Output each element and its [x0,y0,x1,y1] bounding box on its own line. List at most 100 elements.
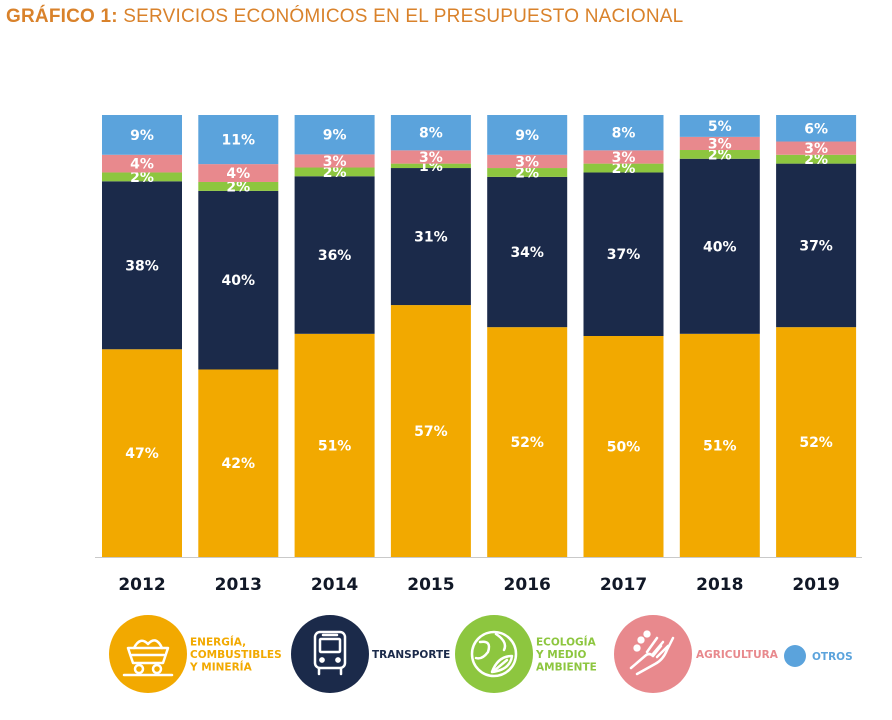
data-label-transporte-2013: 40% [222,273,256,289]
data-label-otros-2019: 6% [804,121,828,137]
bar-segment-ecologia-2015 [390,163,471,169]
data-label-transporte-2019: 37% [799,238,833,254]
bar-group-2018: 51% 40% 2%3%5% [679,115,760,557]
data-label-otros-2018: 5% [708,119,732,135]
bar-segment-agricultura-2015 [390,150,471,164]
data-label-transporte-2018: 40% [703,239,737,255]
bar-segment-transporte-2018 [679,158,760,334]
bar-segment-otros-2016 [487,115,568,155]
legend-swatch-otros [784,645,806,667]
mining-cart-icon [122,639,174,677]
bar-segment-transporte-2012 [102,181,182,350]
data-label-ecologia-2012: 2% [130,170,154,186]
x-tick-label-2012: 2012 [118,575,165,595]
data-label-otros-2015: 8% [419,126,443,142]
bar-segment-ecologia-2019 [776,154,857,164]
bar-segment-energia-2013 [198,369,279,557]
bar-group-2012: 47% 38% 2%4% 9% [102,115,182,557]
data-label-energia-2016: 52% [510,435,544,451]
x-tick-label-2015: 2015 [407,575,454,595]
bar-segment-agricultura-2013 [198,164,279,182]
legend-item-otros: OTROS [784,645,853,667]
bar-segment-otros-2019 [776,115,857,142]
x-tick-label-2017: 2017 [600,575,647,595]
bar-group-2019: 52% 37% 2%3% 6% [776,115,857,557]
data-label-ecologia-2014: 2% [323,165,347,181]
legend-label-energia-line-2: COMBUSTIBLES [190,649,282,661]
data-label-transporte-2014: 36% [318,248,352,264]
bar-segment-transporte-2014 [294,176,375,334]
bar-segment-energia-2019 [776,327,857,557]
bus-icon [313,630,347,676]
data-label-agricultura-2017: 3% [612,150,636,166]
legend-label-ecologia-line-1: ECOLOGÍA [536,636,597,649]
data-label-ecologia-2017: 2% [612,161,636,177]
chart-title-text: SERVICIOS ECONÓMICOS EN EL PRESUPUESTO N… [123,6,684,27]
bar-group-2015: 57%31%1%3%8% [390,115,471,557]
bar-segment-otros-2017 [583,115,664,151]
bar-segment-agricultura-2016 [487,154,568,169]
data-label-otros-2017: 8% [612,126,636,142]
bar-group-2016: 52% 34% 2%3% 9% [487,115,568,557]
data-label-agricultura-2018: 3% [708,136,732,152]
data-label-transporte-2017: 37% [607,247,641,263]
bar-segment-transporte-2019 [776,163,857,328]
bar-segment-transporte-2015 [390,168,471,306]
bar-segment-otros-2013 [198,115,279,165]
bar-segment-energia-2016 [487,327,568,557]
bar-segment-ecologia-2018 [679,150,760,159]
bar-segment-energia-2012 [102,349,182,557]
bar-segment-transporte-2017 [583,172,664,336]
globe-leaf-icon [470,630,518,678]
data-label-transporte-2015: 31% [414,230,448,246]
data-label-energia-2014: 51% [318,438,352,454]
bar-group-2017: 50% 37% 2%3% 8% [583,115,664,557]
data-label-energia-2015: 57% [414,424,448,440]
legend-label-ecologia-line-3: AMBIENTE [536,662,597,674]
data-label-agricultura-2016: 3% [515,154,539,170]
data-label-ecologia-2016: 2% [515,165,539,181]
data-label-ecologia-2018: 2% [708,147,732,163]
legend-label-energia-line-1: ENERGÍA, [190,636,246,649]
legend-label-transporte-line-1: TRANSPORTE [372,649,450,661]
legend-item-transporte: TRANSPORTE [291,615,450,693]
bar-group-2013: 42% 40% 2%4% 11% [198,115,279,557]
data-label-otros-2014: 9% [323,128,347,144]
bar-segment-agricultura-2018 [679,136,760,151]
legend-label-agricultura-line-1: AGRICULTURA [696,649,779,661]
data-label-agricultura-2012: 4% [130,157,154,173]
data-label-ecologia-2019: 2% [804,152,828,168]
legend-swatch-transporte [291,615,369,693]
data-label-otros-2012: 9% [130,128,154,144]
bar-segment-agricultura-2019 [776,141,857,155]
bar-segment-transporte-2013 [198,190,279,370]
legend-swatch-ecologia [455,615,533,693]
bar-segment-otros-2014 [294,115,375,155]
bar-segment-ecologia-2016 [487,168,568,177]
bar-segment-ecologia-2014 [294,167,375,177]
data-label-energia-2012: 47% [125,446,159,462]
data-label-ecologia-2013: 2% [226,179,250,195]
data-label-energia-2017: 50% [607,440,641,456]
bar-segment-ecologia-2017 [583,163,664,173]
bar-segment-energia-2018 [679,333,760,557]
data-label-agricultura-2019: 3% [804,141,828,157]
data-label-otros-2016: 9% [515,128,539,144]
x-tick-label-2014: 2014 [311,575,358,595]
bar-segment-energia-2014 [294,333,375,557]
bar-segment-otros-2015 [390,115,471,151]
bar-segment-ecologia-2013 [198,181,279,191]
bar-segment-transporte-2016 [487,176,568,328]
x-tick-label-2019: 2019 [792,575,839,595]
chart-title: GRÁFICO 1: SERVICIOS ECONÓMICOS EN EL PR… [6,6,683,28]
data-label-agricultura-2013: 4% [226,166,250,182]
chart-title-prefix: GRÁFICO 1: [6,6,118,27]
bar-segment-agricultura-2014 [294,154,375,168]
data-label-energia-2018: 51% [703,438,737,454]
data-label-otros-2013: 11% [222,133,256,149]
legend-label-energia-line-3: Y MINERÍA [189,661,253,674]
bar-group-2014: 51% 36% 2%3% 9% [294,115,375,557]
